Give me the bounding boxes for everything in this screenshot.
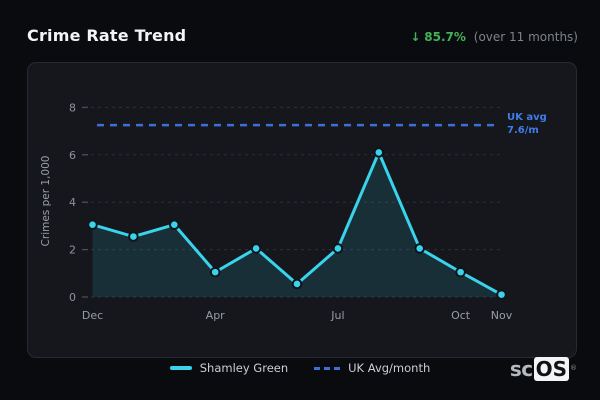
data-point[interactable] — [250, 243, 262, 254]
chart-legend: Shamley Green UK Avg/month — [0, 359, 600, 377]
page-title: Crime Rate Trend — [27, 26, 187, 45]
y-tick-label: 6 — [69, 149, 76, 162]
legend-item-shamley-green[interactable]: Shamley Green — [169, 361, 289, 375]
y-tick-label: 2 — [69, 244, 76, 257]
series-area-fill — [92, 152, 502, 297]
trend-percentage: 85.7% — [424, 30, 466, 44]
x-tick-label: Oct — [451, 309, 471, 322]
data-point[interactable] — [128, 231, 139, 242]
trend-down-arrow-icon: ↓ — [410, 30, 421, 44]
trend-caption: (over 11 months) — [473, 30, 578, 44]
x-tick-label: Jul — [330, 309, 344, 322]
data-point[interactable] — [373, 147, 385, 158]
data-point[interactable] — [87, 219, 98, 231]
x-tick-label: Apr — [206, 309, 226, 322]
y-axis-title: Crimes per 1,000 — [40, 156, 52, 247]
y-tick-label: 8 — [69, 101, 76, 114]
scos-logo: sc OS ® — [510, 357, 577, 381]
legend-item-uk-avg[interactable]: UK Avg/month — [314, 361, 430, 375]
chart-card: 0 2 4 6 8 UK avg 7.6/m Dec Apr Jul Oct Nov Crimes pe… — [27, 62, 577, 358]
crime-rate-chart: 0 2 4 6 8 UK avg 7.6/m Dec Apr Jul Oct Nov Crimes pe… — [40, 101, 547, 322]
logo-prefix: sc — [509, 357, 533, 381]
trend-stat: ↓ 85.7% (over 11 months) — [410, 30, 578, 44]
y-tick-label: 4 — [69, 196, 76, 209]
dashed-line-swatch-icon — [314, 366, 341, 370]
y-tick-label: 0 — [69, 291, 76, 304]
uk-avg-value-label: 7.6/m — [507, 125, 539, 136]
registered-mark-icon: ® — [570, 364, 577, 372]
legend-label: Shamley Green — [199, 361, 289, 375]
logo-box: OS — [533, 357, 569, 381]
data-point[interactable] — [496, 289, 507, 300]
data-point[interactable] — [332, 243, 344, 254]
data-point[interactable] — [169, 219, 180, 231]
data-point[interactable] — [414, 243, 426, 254]
x-tick-label: Dec — [82, 309, 103, 322]
x-tick-label: Nov — [491, 309, 513, 322]
data-point[interactable] — [455, 266, 466, 278]
header: Crime Rate Trend ↓ 85.7% (over 11 months… — [27, 26, 578, 45]
data-point[interactable] — [209, 266, 221, 278]
legend-label: UK Avg/month — [348, 361, 431, 375]
solid-line-swatch-icon — [169, 366, 192, 370]
data-point[interactable] — [291, 278, 303, 290]
uk-avg-label: UK avg — [507, 112, 547, 123]
